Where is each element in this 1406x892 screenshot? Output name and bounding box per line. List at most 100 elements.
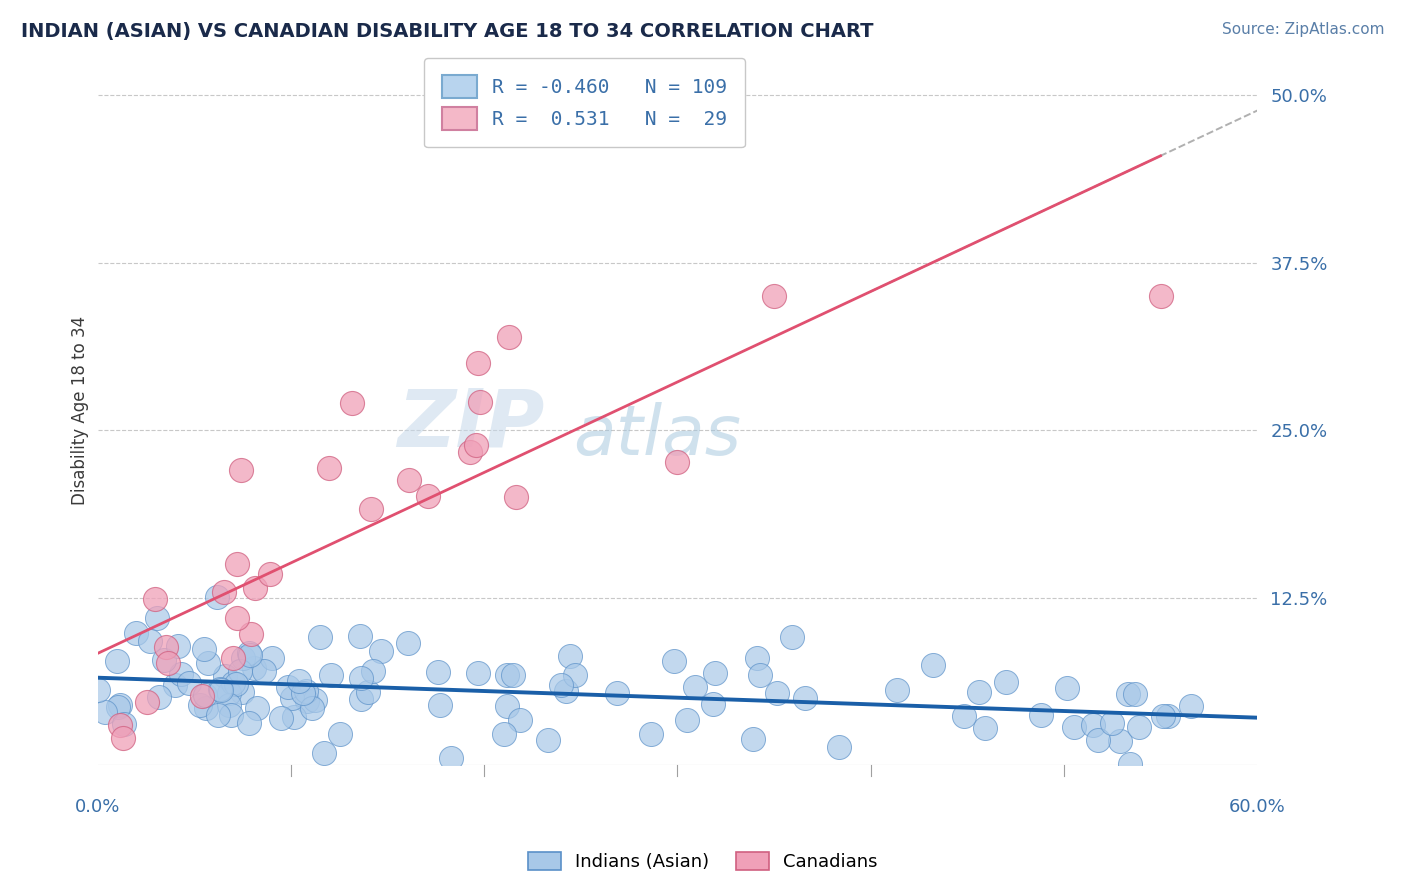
Point bbox=[194, 701, 217, 715]
Point bbox=[1157, 708, 1180, 723]
Point bbox=[458, 445, 481, 459]
Point bbox=[495, 698, 517, 713]
Point bbox=[108, 718, 131, 732]
Point bbox=[125, 626, 148, 640]
Point bbox=[107, 700, 129, 714]
Point bbox=[1149, 289, 1171, 303]
Point bbox=[664, 654, 686, 668]
Point bbox=[1087, 732, 1109, 747]
Point bbox=[226, 557, 249, 571]
Point bbox=[396, 636, 419, 650]
Point bbox=[139, 633, 162, 648]
Point bbox=[238, 646, 260, 660]
Point bbox=[288, 674, 311, 689]
Point bbox=[231, 685, 253, 699]
Point bbox=[537, 733, 560, 747]
Point bbox=[666, 455, 689, 469]
Point bbox=[208, 681, 231, 696]
Point bbox=[222, 651, 245, 665]
Point bbox=[177, 675, 200, 690]
Point bbox=[259, 567, 281, 582]
Point bbox=[252, 664, 274, 678]
Point bbox=[498, 330, 520, 344]
Point bbox=[295, 684, 318, 698]
Point bbox=[741, 731, 763, 746]
Point bbox=[225, 677, 247, 691]
Point bbox=[143, 592, 166, 607]
Point bbox=[166, 639, 188, 653]
Point bbox=[170, 667, 193, 681]
Point bbox=[502, 668, 524, 682]
Point bbox=[245, 581, 267, 595]
Point bbox=[156, 657, 179, 671]
Point bbox=[704, 666, 727, 681]
Point bbox=[153, 653, 176, 667]
Point bbox=[318, 460, 340, 475]
Point bbox=[194, 688, 217, 702]
Point bbox=[312, 746, 335, 760]
Point bbox=[112, 716, 135, 731]
Point bbox=[467, 665, 489, 680]
Point bbox=[974, 721, 997, 735]
Point bbox=[605, 686, 627, 700]
Point bbox=[260, 650, 283, 665]
Point bbox=[745, 650, 768, 665]
Point bbox=[229, 665, 252, 679]
Point bbox=[676, 713, 699, 727]
Point bbox=[165, 678, 187, 692]
Point bbox=[155, 640, 177, 654]
Point bbox=[1180, 698, 1202, 713]
Text: Source: ZipAtlas.com: Source: ZipAtlas.com bbox=[1222, 22, 1385, 37]
Point bbox=[1063, 720, 1085, 734]
Point bbox=[361, 664, 384, 678]
Point bbox=[886, 683, 908, 698]
Point bbox=[238, 716, 260, 731]
Point bbox=[1081, 718, 1104, 732]
Point bbox=[329, 727, 352, 741]
Point bbox=[440, 750, 463, 764]
Point bbox=[135, 695, 157, 709]
Point bbox=[749, 667, 772, 681]
Point bbox=[550, 678, 572, 692]
Point bbox=[1152, 709, 1174, 723]
Point bbox=[1119, 756, 1142, 771]
Point bbox=[509, 713, 531, 727]
Point bbox=[240, 626, 263, 640]
Point bbox=[350, 692, 373, 706]
Point bbox=[762, 289, 785, 303]
Text: atlas: atlas bbox=[574, 401, 741, 468]
Point bbox=[492, 727, 515, 741]
Point bbox=[148, 690, 170, 705]
Text: INDIAN (ASIAN) VS CANADIAN DISABILITY AGE 18 TO 34 CORRELATION CHART: INDIAN (ASIAN) VS CANADIAN DISABILITY AG… bbox=[21, 22, 873, 41]
Point bbox=[356, 685, 378, 699]
Point bbox=[828, 740, 851, 755]
Point bbox=[111, 731, 134, 746]
Point bbox=[780, 630, 803, 644]
Point bbox=[219, 707, 242, 722]
Point bbox=[108, 698, 131, 712]
Point bbox=[350, 671, 373, 685]
Point bbox=[218, 686, 240, 700]
Point bbox=[319, 667, 342, 681]
Y-axis label: Disability Age 18 to 34: Disability Age 18 to 34 bbox=[72, 316, 89, 505]
Point bbox=[1128, 720, 1150, 734]
Point bbox=[505, 490, 527, 504]
Point bbox=[222, 676, 245, 690]
Point bbox=[464, 438, 486, 452]
Legend: Indians (Asian), Canadians: Indians (Asian), Canadians bbox=[522, 845, 884, 879]
Point bbox=[921, 657, 943, 672]
Point bbox=[188, 698, 211, 712]
Point bbox=[218, 698, 240, 713]
Point bbox=[232, 651, 254, 665]
Point bbox=[398, 473, 420, 487]
Point bbox=[370, 644, 392, 658]
Point bbox=[270, 710, 292, 724]
Point bbox=[207, 708, 229, 723]
Point bbox=[292, 685, 315, 699]
Point bbox=[1056, 681, 1078, 695]
Point bbox=[953, 709, 976, 723]
Point bbox=[967, 685, 990, 699]
Point bbox=[640, 727, 662, 741]
Point bbox=[427, 665, 450, 679]
Point bbox=[468, 395, 491, 409]
